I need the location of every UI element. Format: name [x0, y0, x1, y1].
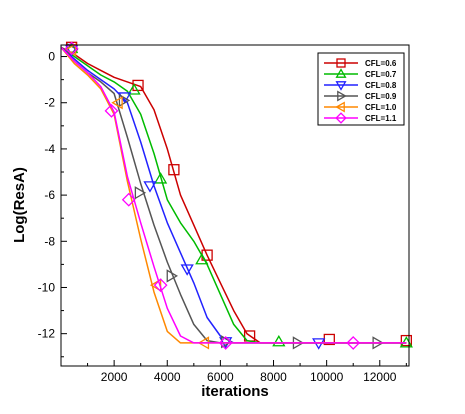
series-marker-cfl-1-1	[153, 278, 168, 293]
y-tick-label: -8	[44, 234, 55, 248]
x-tick-label: 12000	[363, 370, 397, 384]
x-tick-label: 10000	[310, 370, 344, 384]
legend-label: CFL=0.7	[365, 70, 397, 79]
x-tick-label: 6000	[207, 370, 234, 384]
series-marker-cfl-1-1	[218, 335, 233, 350]
legend-label: CFL=1.1	[365, 114, 397, 123]
legend-item-cfl-0-7: CFL=0.7	[324, 68, 397, 79]
legend-item-cfl-0-9: CFL=0.9	[324, 90, 397, 102]
series-line-cfl-1-1	[60, 46, 407, 344]
series-marker-cfl-0-9	[118, 93, 131, 108]
series-marker-cfl-0-7	[127, 83, 141, 95]
legend-label: CFL=0.8	[365, 81, 397, 90]
y-tick-label: -6	[44, 188, 55, 202]
series-marker-cfl-0-8	[64, 44, 79, 57]
y-tick-label: -2	[44, 96, 55, 110]
y-axis-title: Log(ResA)	[11, 167, 28, 243]
legend-marker-cfl-0-7	[335, 68, 347, 78]
legend: CFL=0.6 CFL=0.7 CFL=0.8 CFL=0.9 CFL=1.0 CFL=1…	[317, 52, 405, 126]
series-marker-cfl-0-9	[166, 269, 179, 283]
series-marker-cfl-1-0	[111, 96, 123, 110]
series-marker-cfl-1-1	[104, 103, 119, 118]
series-marker-cfl-0-8	[180, 264, 194, 276]
legend-item-cfl-1-1: CFL=1.1	[324, 112, 397, 124]
y-axis: 0 -2 -4 -6 -8 -10 -12	[38, 50, 67, 358]
series-cfl-1-1	[60, 41, 407, 350]
x-tick-label: 4000	[154, 370, 181, 384]
y-tick-label: -10	[38, 280, 56, 294]
series-marker-cfl-1-1	[64, 41, 79, 56]
series-marker-cfl-0-6	[168, 164, 180, 176]
x-axis: 2000 4000 6000 8000 10000 12000	[87, 360, 407, 384]
legend-item-cfl-1-0: CFL=1.0	[324, 101, 397, 113]
series-marker-cfl-0-8	[143, 181, 157, 193]
legend-item-cfl-0-6: CFL=0.6	[324, 58, 397, 68]
y-tick-label: 0	[48, 50, 55, 64]
legend-label: CFL=0.6	[365, 59, 397, 68]
series-marker-cfl-0-6	[400, 334, 412, 347]
legend-marker-cfl-0-6	[336, 58, 346, 68]
plot-frame	[60, 44, 410, 367]
legend-marker-cfl-0-9	[337, 90, 347, 102]
series-marker-cfl-0-8	[312, 338, 326, 350]
y-tick-label: -4	[44, 142, 55, 156]
legend-marker-cfl-1-1	[335, 112, 347, 124]
legend-box	[317, 52, 405, 126]
legend-label: CFL=0.9	[365, 92, 397, 101]
x-axis-title: iterations	[201, 383, 269, 400]
y-tick-label: -12	[38, 327, 56, 341]
series-marker-cfl-1-1	[121, 192, 136, 207]
series-marker-cfl-0-7	[195, 252, 209, 265]
x-tick-label: 2000	[101, 370, 128, 384]
x-tick-label: 8000	[260, 370, 287, 384]
legend-label: CFL=1.0	[365, 103, 397, 112]
legend-marker-cfl-0-8	[335, 81, 347, 91]
series-marker-cfl-0-7	[272, 334, 286, 347]
series-marker-cfl-0-7	[153, 172, 168, 184]
series-marker-cfl-0-9	[134, 186, 147, 200]
legend-item-cfl-0-8: CFL=0.8	[324, 81, 397, 91]
series-layer	[60, 41, 413, 350]
series-marker-cfl-1-1	[346, 335, 361, 350]
legend-marker-cfl-1-0	[335, 101, 345, 113]
